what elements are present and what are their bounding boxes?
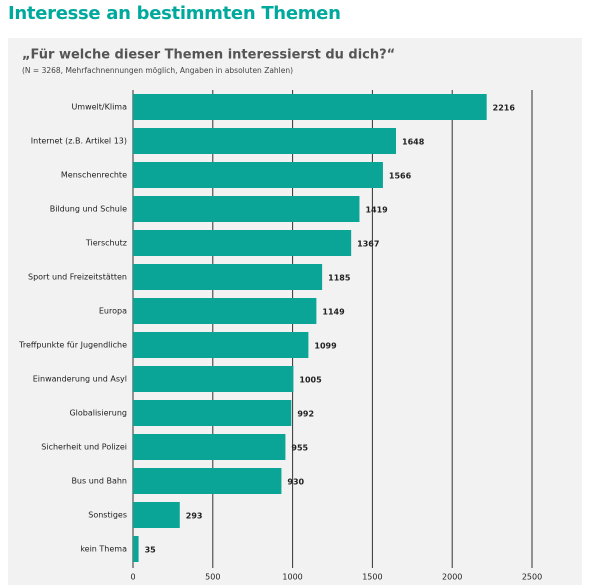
y-tick-label: Umwelt/Klima (71, 103, 127, 112)
bar (133, 94, 487, 120)
bar (133, 536, 139, 562)
bar (133, 298, 317, 324)
value-label: 1005 (299, 376, 322, 385)
bar (133, 230, 352, 256)
x-tick-label: 0 (130, 573, 135, 582)
value-label: 1419 (365, 206, 388, 215)
chart-subtitle: (N = 3268, Mehrfachnennungen möglich, An… (22, 66, 293, 75)
y-tick-label: Sport und Freizeitstätten (28, 273, 127, 282)
value-label: 992 (297, 410, 314, 419)
x-tick-label: 2500 (522, 573, 542, 582)
bar (133, 468, 282, 494)
value-label: 1149 (322, 308, 345, 317)
value-label: 955 (291, 444, 308, 453)
value-label: 1185 (328, 274, 351, 283)
y-tick-label: Sicherheit und Polizei (41, 443, 127, 452)
bar (133, 502, 180, 528)
bar (133, 366, 294, 392)
y-tick-label: Bildung und Schule (50, 205, 127, 214)
bar (133, 162, 383, 188)
chart-title: „Für welche dieser Themen interessierst … (22, 48, 395, 63)
x-tick-label: 1500 (362, 573, 382, 582)
value-label: 2216 (493, 104, 516, 113)
bar (133, 434, 286, 460)
bar (133, 400, 292, 426)
value-label: 35 (145, 546, 157, 555)
value-label: 1367 (357, 240, 379, 249)
bar (133, 128, 397, 154)
y-tick-label: Globalisierung (69, 409, 127, 418)
bar (133, 196, 360, 222)
y-tick-label: Internet (z.B. Artikel 13) (31, 137, 127, 146)
value-label: 1566 (389, 172, 412, 181)
bar (133, 264, 323, 290)
value-label: 1648 (402, 138, 425, 147)
y-tick-label: Einwanderung und Asyl (33, 375, 127, 384)
value-label: 293 (186, 512, 203, 521)
y-tick-label: Tierschutz (85, 239, 127, 248)
y-tick-label: Europa (99, 307, 127, 316)
y-tick-label: Sonstiges (88, 511, 127, 520)
x-tick-label: 1000 (282, 573, 302, 582)
value-label: 930 (287, 478, 304, 487)
y-tick-label: Treffpunkte für Jugendliche (18, 341, 127, 350)
x-tick-label: 2000 (442, 573, 462, 582)
x-tick-label: 500 (205, 573, 220, 582)
y-tick-label: kein Thema (80, 545, 127, 554)
y-tick-label: Bus und Bahn (71, 477, 127, 486)
value-label: 1099 (314, 342, 337, 351)
page-title: Interesse an bestimmten Themen (8, 3, 341, 24)
y-tick-label: Menschenrechte (61, 171, 127, 180)
bar (133, 332, 309, 358)
